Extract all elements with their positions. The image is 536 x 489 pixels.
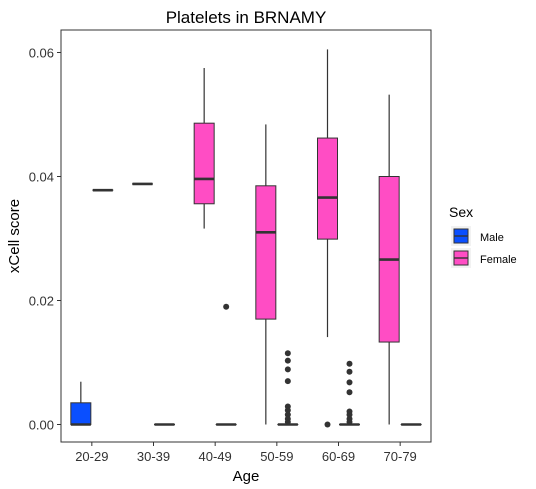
box-group: [215, 303, 237, 426]
outlier-point: [346, 389, 353, 396]
outlier-point: [284, 411, 291, 418]
box: [70, 402, 92, 425]
outlier-point: [284, 357, 291, 364]
plot-panel: [60, 29, 432, 443]
box-group: [378, 94, 400, 425]
x-tick-label: 30-39: [137, 449, 170, 464]
box-group: [70, 381, 92, 426]
outlier-point: [346, 379, 353, 386]
x-tick-label: 20-29: [75, 449, 108, 464]
box: [255, 185, 277, 320]
outlier-point: [284, 407, 291, 414]
y-tick-label: 0.00: [29, 418, 54, 433]
box-group: [255, 124, 277, 425]
outlier-point: [346, 360, 353, 367]
y-tick-label: 0.04: [29, 170, 54, 185]
box-group: [277, 350, 299, 426]
x-tick-label: 60-69: [322, 449, 355, 464]
outlier-point: [324, 421, 331, 428]
y-tick-label: 0.02: [29, 294, 54, 309]
box-group: [317, 49, 338, 428]
outlier-point: [346, 419, 353, 426]
legend-title: Sex: [449, 204, 473, 220]
x-axis: 20-29 30-39 40-49 50-59 60-69 70-79: [75, 442, 417, 464]
y-axis: 0.00 0.02 0.04 0.06: [29, 46, 61, 433]
outlier-point: [346, 411, 353, 418]
box: [193, 122, 215, 205]
outlier-point: [284, 378, 291, 385]
legend: Sex Male Female: [449, 204, 517, 268]
legend-entry-label: Male: [480, 232, 504, 244]
y-tick-label: 0.06: [29, 46, 54, 61]
x-tick-label: 70-79: [384, 449, 417, 464]
box-group: [193, 68, 215, 229]
box: [317, 137, 338, 240]
outlier-point: [284, 350, 291, 357]
x-tick-label: 50-59: [260, 449, 293, 464]
legend-entry-label: Female: [480, 254, 517, 266]
outlier-point: [284, 366, 291, 373]
chart-title: Platelets in BRNAMY: [166, 8, 327, 27]
box-group: [339, 360, 360, 426]
outlier-point: [223, 303, 230, 310]
plot-marks: [70, 49, 422, 428]
outlier-point: [284, 419, 291, 426]
y-axis-title: xCell score: [6, 199, 23, 273]
x-axis-title: Age: [233, 468, 260, 485]
outlier-point: [346, 368, 353, 375]
x-tick-label: 40-49: [199, 449, 232, 464]
